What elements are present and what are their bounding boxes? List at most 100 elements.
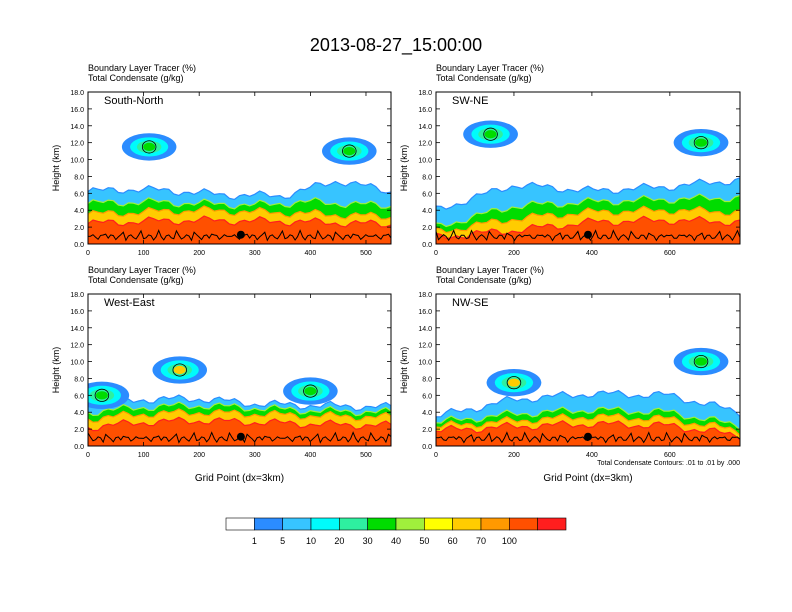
y-tick-label: 0.0 [422, 444, 432, 451]
y-axis-label: Height (km) [399, 347, 409, 394]
y-axis-label: Height (km) [51, 347, 61, 394]
x-tick-label: 400 [305, 250, 317, 257]
plume [95, 391, 108, 400]
condensate-contour [693, 354, 709, 369]
x-axis-label: Grid Point (dx=3km) [543, 473, 632, 484]
plume [695, 357, 708, 366]
y-tick-label: 14.0 [418, 124, 432, 131]
location-marker [584, 230, 592, 239]
colorbar-label: 60 [448, 536, 458, 546]
x-tick-label: 400 [305, 452, 317, 459]
plot-area [88, 356, 391, 446]
y-tick-label: 8.0 [74, 376, 84, 383]
y-tick-label: 14.0 [70, 124, 84, 131]
colorbar-label: 50 [419, 536, 429, 546]
colorbar: 1 5 10 20 30 40 50 60 70 100 [225, 517, 567, 546]
y-tick-label: 14.0 [70, 326, 84, 333]
location-marker [236, 432, 245, 441]
panels: Boundary Layer Tracer (%)Total Condensat… [51, 63, 741, 484]
condensate-contour [342, 144, 357, 158]
y-tick-label: 4.0 [422, 208, 432, 215]
panel-label: West-East [104, 297, 155, 309]
y-tick-label: 18.0 [418, 90, 432, 97]
y-tick-label: 8.0 [74, 174, 84, 181]
x-tick-label: 300 [249, 452, 261, 459]
colorbar-label: 1 [252, 536, 257, 546]
y-tick-label: 14.0 [418, 326, 432, 333]
condensate-contour [172, 363, 187, 377]
y-tick-label: 6.0 [74, 393, 84, 400]
y-tick-label: 8.0 [422, 376, 432, 383]
x-tick-label: 100 [138, 452, 150, 459]
field-label-condensate: Total Condensate (g/kg) [88, 73, 184, 83]
colorbar-swatch [339, 517, 368, 531]
panel-south-north: Boundary Layer Tracer (%)Total Condensat… [51, 63, 392, 257]
panel-west-east: Boundary Layer Tracer (%)Total Condensat… [51, 265, 392, 484]
colorbar-swatch [367, 517, 397, 531]
x-tick-label: 0 [86, 250, 90, 257]
y-tick-label: 2.0 [422, 225, 432, 232]
x-tick-label: 200 [193, 452, 205, 459]
colorbar-swatch [225, 517, 255, 531]
plume [484, 130, 497, 139]
y-tick-label: 18.0 [70, 292, 84, 299]
condensate-contour [506, 376, 522, 390]
condensate-contour [483, 127, 498, 141]
y-tick-label: 10.0 [70, 158, 84, 165]
plot-area [436, 120, 740, 244]
x-tick-label: 500 [360, 452, 372, 459]
x-tick-label: 200 [193, 250, 205, 257]
x-tick-label: 0 [86, 452, 90, 459]
colorbar-label: 70 [476, 536, 486, 546]
y-tick-label: 6.0 [422, 393, 432, 400]
panel-label: SW-NE [452, 95, 488, 107]
figure-title: 2013-08-27_15:00:00 [310, 35, 482, 56]
plume [507, 378, 520, 387]
y-tick-label: 4.0 [74, 410, 84, 417]
colorbar-swatch [282, 517, 312, 531]
x-tick-label: 0 [434, 250, 438, 257]
y-tick-label: 2.0 [74, 225, 84, 232]
colorbar-swatch [452, 517, 482, 531]
y-axis-label: Height (km) [51, 145, 61, 192]
y-tick-label: 4.0 [74, 208, 84, 215]
plume [343, 147, 356, 156]
colorbar-swatch [395, 517, 425, 531]
colorbar-label: 5 [280, 536, 285, 546]
x-tick-label: 500 [360, 250, 372, 257]
condensate-contour [94, 388, 110, 402]
y-tick-label: 2.0 [74, 427, 84, 434]
contour-footnote: Total Condensate Contours: .01 to .01 by… [597, 460, 740, 467]
plume [304, 387, 317, 396]
x-tick-label: 400 [586, 250, 598, 257]
plot-area [436, 347, 740, 446]
y-tick-label: 6.0 [422, 191, 432, 198]
field-label-condensate: Total Condensate (g/kg) [436, 73, 532, 83]
y-tick-label: 8.0 [422, 174, 432, 181]
x-axis-label: Grid Point (dx=3km) [195, 473, 284, 484]
y-tick-label: 4.0 [422, 410, 432, 417]
x-tick-label: 300 [249, 250, 261, 257]
terrain-line [88, 229, 391, 242]
y-tick-label: 12.0 [70, 141, 84, 148]
panel-label: South-North [104, 95, 163, 107]
y-tick-label: 0.0 [74, 444, 84, 451]
y-tick-label: 12.0 [70, 343, 84, 350]
location-marker [584, 432, 592, 441]
tracer-band-70-100 [88, 416, 391, 446]
x-tick-label: 200 [508, 452, 520, 459]
colorbar-swatch [254, 517, 283, 531]
x-tick-label: 600 [664, 250, 676, 257]
tracer-band-70-100 [88, 215, 391, 244]
colorbar-swatch [509, 517, 538, 531]
y-tick-label: 10.0 [418, 158, 432, 165]
y-tick-label: 18.0 [70, 90, 84, 97]
condensate-contour [303, 384, 318, 398]
colorbar-label: 40 [391, 536, 401, 546]
y-tick-label: 18.0 [418, 292, 432, 299]
y-tick-label: 0.0 [422, 242, 432, 249]
y-tick-label: 10.0 [418, 360, 432, 367]
y-tick-label: 0.0 [74, 242, 84, 249]
y-tick-label: 16.0 [70, 309, 84, 316]
